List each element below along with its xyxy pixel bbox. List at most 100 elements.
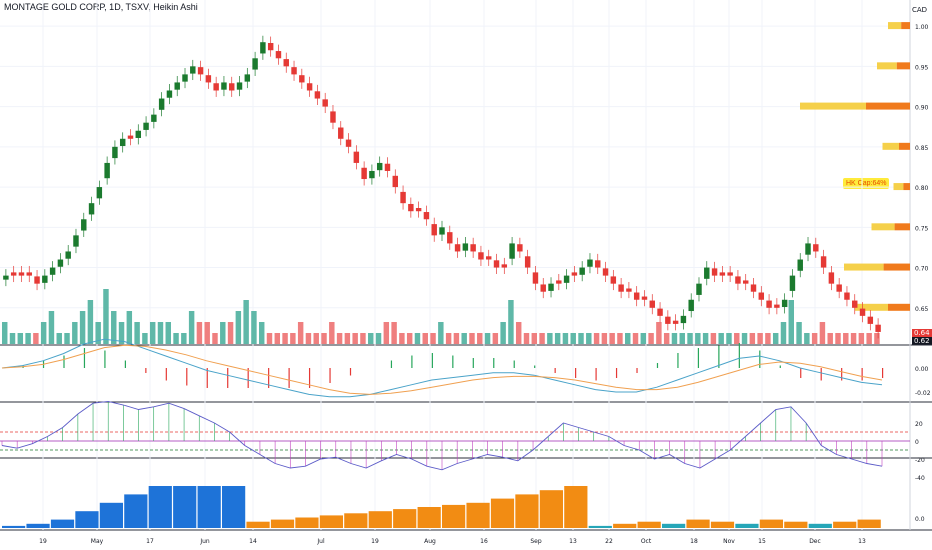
volume-bar — [679, 333, 685, 344]
candle-body — [369, 170, 375, 179]
volume-bar — [477, 333, 483, 344]
x-tick-label: Jun — [199, 538, 210, 545]
volume-profile-down — [888, 303, 910, 311]
candle-body — [704, 267, 710, 279]
candle-body — [797, 259, 803, 271]
candle-body — [859, 308, 866, 316]
candle-body — [540, 284, 546, 292]
candle-body — [221, 82, 227, 90]
candle-body — [182, 74, 188, 82]
candle-body — [836, 284, 842, 292]
histogram-bar — [857, 519, 881, 528]
volume-bar — [391, 322, 397, 344]
candle-body — [579, 267, 585, 275]
histogram-bar — [490, 498, 515, 528]
volume-bar — [617, 333, 623, 344]
volume-profile-up — [877, 62, 897, 70]
volume-bar — [368, 333, 374, 344]
volume-bar — [850, 333, 857, 344]
y-tick-label: 0.70 — [915, 266, 929, 273]
volume-profile-up — [844, 263, 884, 271]
candle-body — [711, 268, 718, 276]
candle-body — [789, 275, 796, 291]
osc-tick-label: -20 — [915, 457, 925, 464]
volume-bar — [220, 322, 226, 344]
volume-bar — [360, 333, 366, 344]
volume-bar — [33, 333, 39, 344]
volume-profile-down — [899, 142, 910, 150]
candle-body — [18, 272, 25, 276]
volume-bar — [72, 322, 78, 344]
histogram-bar — [735, 523, 759, 528]
volume-bar — [438, 322, 444, 344]
histogram-bar — [295, 517, 319, 528]
macd-hist-bar — [513, 360, 515, 368]
volume-bar — [196, 322, 203, 344]
volume-bar — [570, 333, 576, 344]
histogram-bar — [515, 494, 539, 528]
candle-body — [470, 244, 476, 252]
macd-hist-bar — [861, 368, 863, 381]
macd-hist-bar — [186, 368, 188, 386]
candle-body — [158, 98, 165, 110]
volume-bar — [305, 333, 312, 344]
candle-body — [119, 138, 126, 147]
histogram-bar — [564, 486, 588, 528]
volume-bar — [422, 333, 428, 344]
volume-bar — [118, 322, 125, 344]
candle-body — [665, 316, 671, 324]
volume-bar — [819, 322, 826, 344]
histogram-bar — [124, 494, 148, 528]
candle-body — [875, 324, 881, 332]
candle-body — [750, 284, 757, 292]
volume-bar — [656, 322, 662, 344]
x-tick-label: Jul — [316, 538, 325, 545]
candle-body — [633, 292, 640, 300]
histogram-bar — [270, 519, 295, 528]
macd-tick-label: -0.02 — [915, 390, 931, 397]
volume-bar — [235, 311, 242, 344]
volume-bar — [539, 333, 545, 344]
hist-tick-label: 0.0 — [915, 516, 925, 523]
candle-body — [742, 280, 749, 284]
candle-body — [696, 283, 702, 295]
volume-bar — [204, 322, 210, 344]
histogram-bar — [662, 523, 686, 528]
candle-body — [267, 43, 274, 51]
candle-body — [587, 259, 593, 267]
volume-profile-down — [894, 223, 910, 231]
volume-bar — [453, 333, 460, 344]
histogram-bar — [50, 519, 75, 528]
macd-hist-bar — [534, 365, 536, 368]
volume-bar — [227, 322, 234, 344]
candle-body — [73, 235, 79, 247]
candle-body — [283, 59, 289, 67]
volume-bar — [212, 333, 218, 344]
macd-hist-bar — [165, 368, 167, 381]
y-tick-label: 0.80 — [915, 185, 929, 192]
volume-bar — [562, 333, 569, 344]
candle-body — [688, 299, 694, 312]
candle-body — [49, 267, 56, 275]
candle-body — [649, 300, 655, 308]
candle-body — [166, 90, 173, 98]
candle-body — [774, 304, 780, 308]
macd-hist-bar — [390, 360, 393, 368]
macd-hist-bar — [227, 368, 229, 388]
volume-bar — [835, 333, 841, 344]
volume-bar — [827, 333, 833, 344]
volume-profile-down — [896, 62, 910, 70]
candle-body — [735, 276, 741, 284]
volume-bar — [811, 333, 818, 344]
volume-profile-up — [888, 22, 902, 30]
volume-bar — [383, 322, 390, 344]
volume-bar — [406, 333, 413, 344]
macd-hist-bar — [575, 368, 577, 378]
macd-hist-bar — [677, 353, 679, 368]
candle-body — [65, 251, 71, 259]
candle-body — [400, 191, 406, 204]
volume-bar — [632, 333, 639, 344]
gridlines — [0, 0, 932, 531]
volume-bar — [290, 333, 296, 344]
